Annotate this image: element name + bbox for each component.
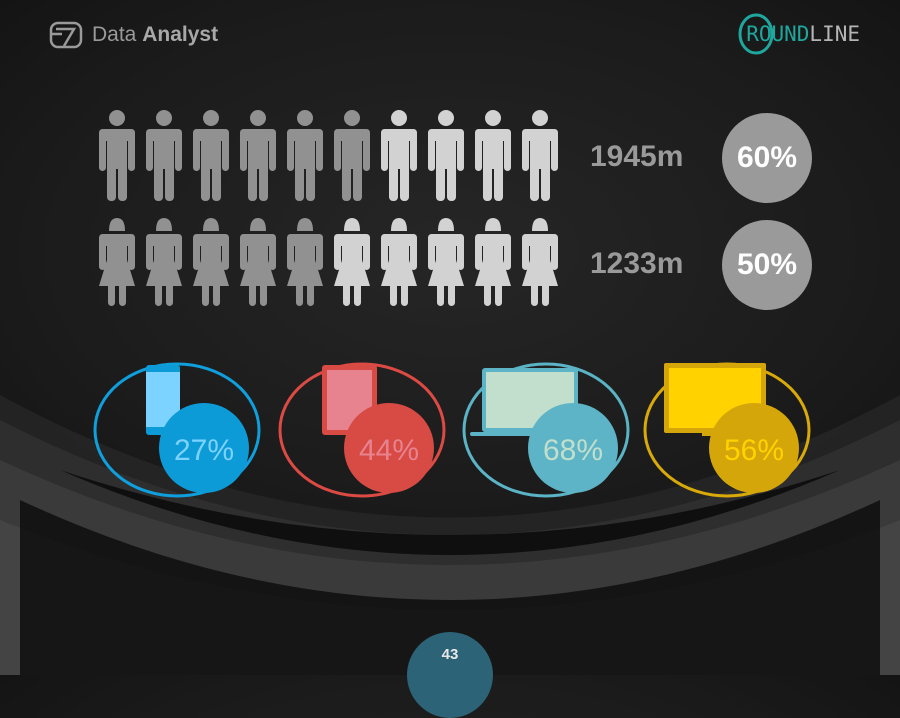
people-pictogram	[99, 110, 558, 306]
brand-bold: Analyst	[142, 23, 219, 46]
woman-icon	[193, 218, 229, 306]
man-icon	[475, 110, 511, 201]
brand: Data Analyst	[48, 20, 218, 50]
device-ring	[462, 362, 630, 498]
brand-light: Data	[92, 23, 137, 46]
device-stat: 44%	[278, 362, 446, 498]
data-analyst-logo-icon	[49, 21, 83, 49]
woman-icon	[522, 218, 558, 306]
device-stat: 27%	[93, 362, 261, 498]
woman-icon	[475, 218, 511, 306]
women-percent-badge: 50%	[722, 220, 812, 310]
women-value: 1233m	[590, 247, 684, 280]
woman-icon	[146, 218, 182, 306]
woman-icon	[334, 218, 370, 306]
man-icon	[334, 110, 370, 201]
logo-accent: ROUND	[746, 22, 810, 46]
roundline-ring-icon	[738, 13, 774, 55]
woman-icon	[381, 218, 417, 306]
percent-bubble	[528, 403, 618, 493]
man-icon	[522, 110, 558, 201]
device-ring	[93, 362, 261, 498]
men-value: 1945m	[590, 140, 684, 173]
woman-icon	[240, 218, 276, 306]
woman-icon	[99, 218, 135, 306]
device-ring	[278, 362, 446, 498]
man-icon	[381, 110, 417, 201]
device-percent: 44%	[359, 434, 419, 467]
man-icon	[193, 110, 229, 201]
device-usage: 27% 44% 68% 56%	[93, 362, 811, 498]
woman-icon	[287, 218, 323, 306]
men-percent-badge: 60%	[722, 113, 812, 203]
page-number: 43	[407, 632, 493, 718]
device-percent: 56%	[724, 434, 784, 467]
percent-bubble	[159, 403, 249, 493]
background-arcs	[0, 395, 900, 675]
device-percent: 68%	[543, 434, 603, 467]
roundline-logo: ROUNDLINE	[736, 12, 860, 56]
logo-rest: LINE	[809, 22, 860, 46]
percent-bubble	[709, 403, 799, 493]
device-percent: 27%	[174, 434, 234, 467]
woman-icon	[428, 218, 464, 306]
percent-bubble	[344, 403, 434, 493]
man-icon	[287, 110, 323, 201]
man-icon	[240, 110, 276, 201]
man-icon	[428, 110, 464, 201]
man-icon	[99, 110, 135, 201]
device-stat: 56%	[643, 362, 811, 498]
device-stat: 68%	[462, 362, 630, 498]
man-icon	[146, 110, 182, 201]
